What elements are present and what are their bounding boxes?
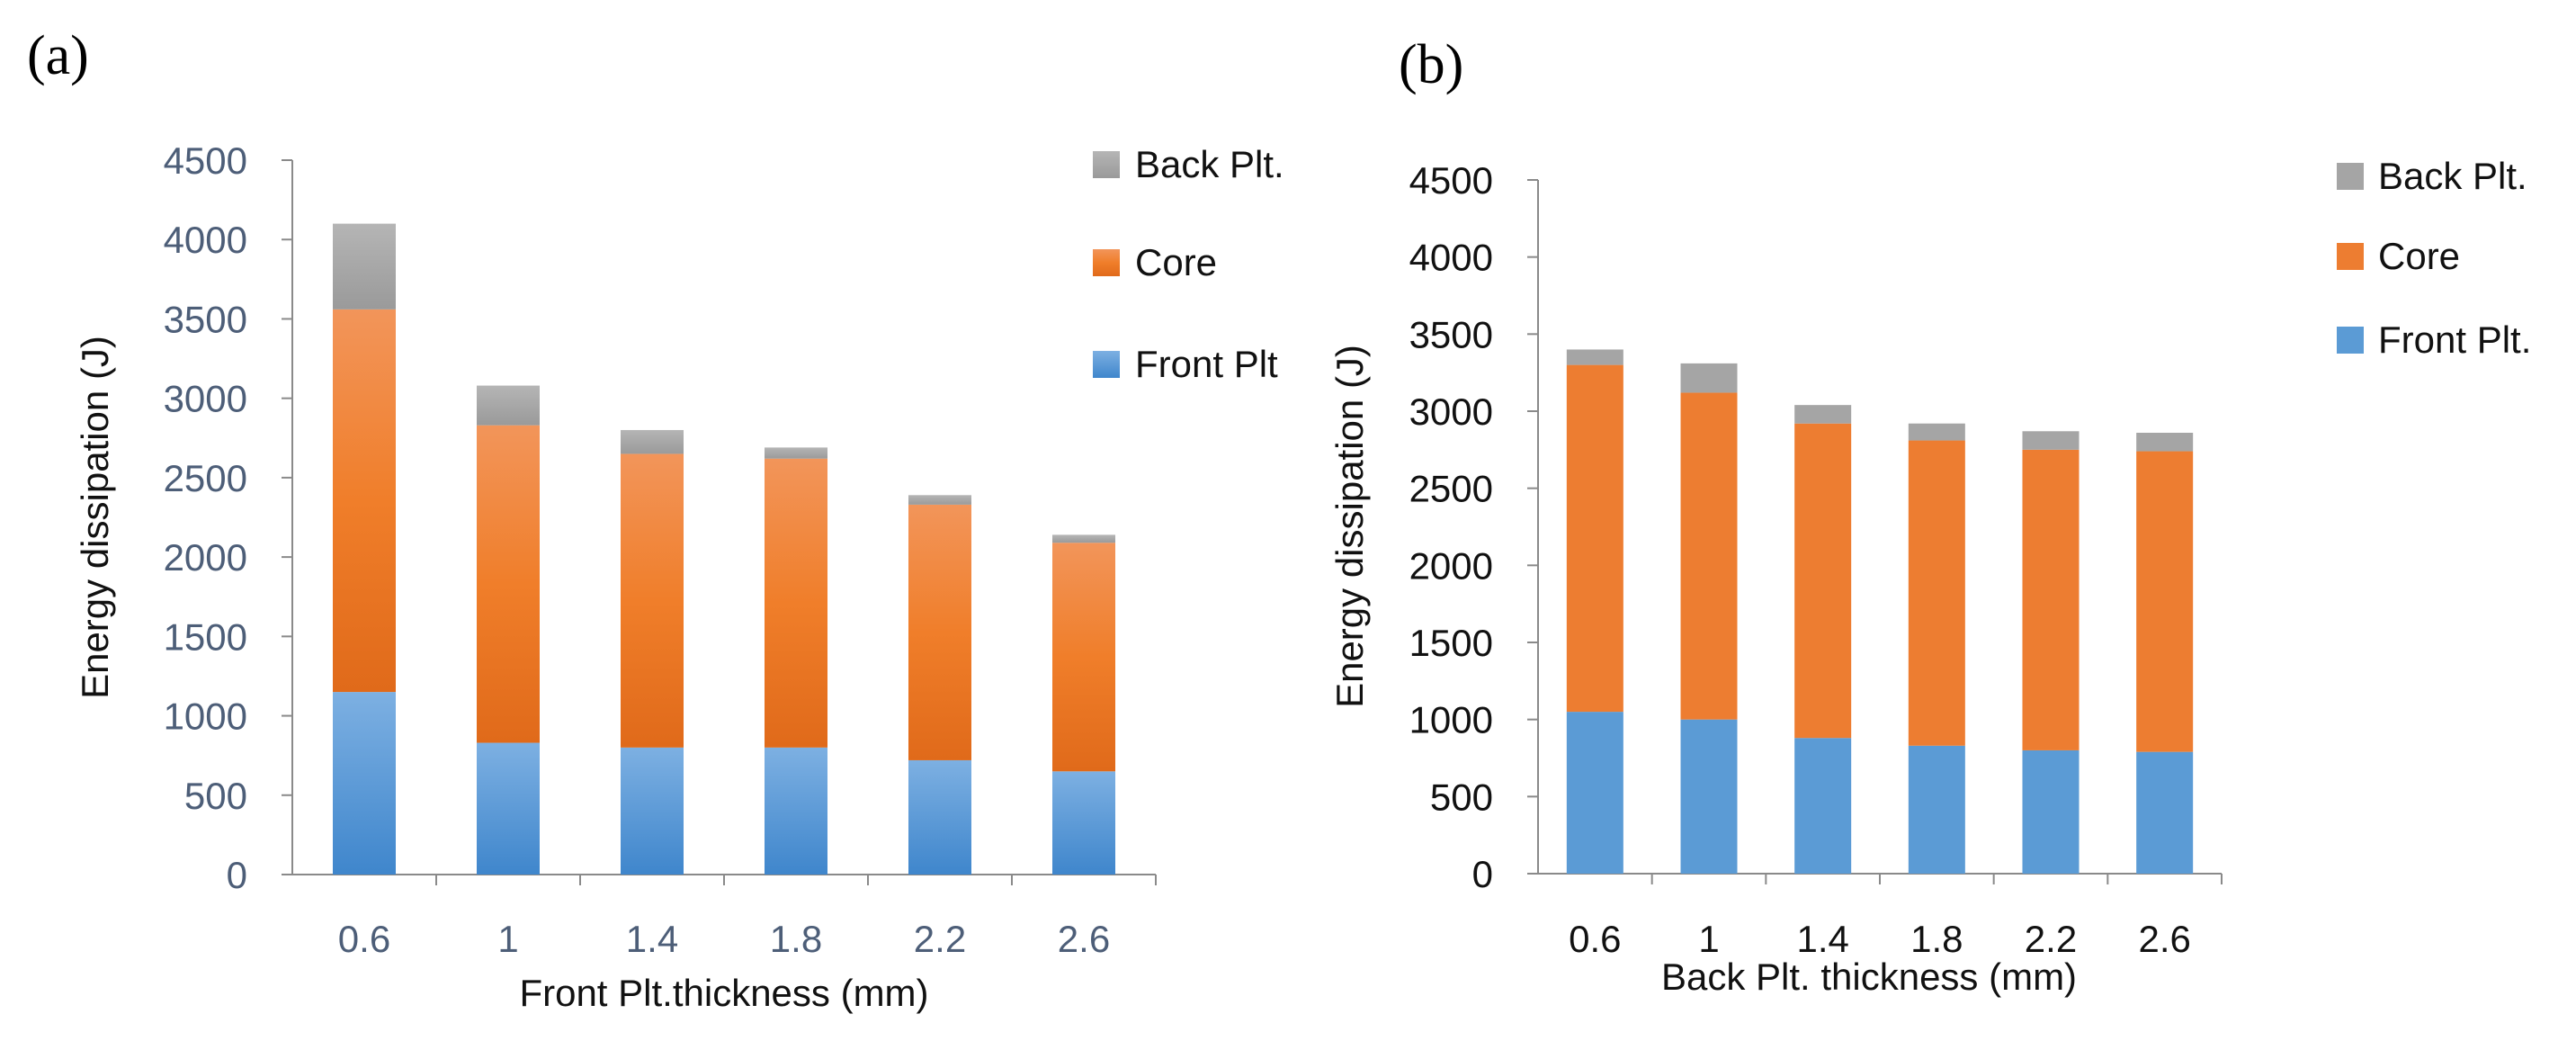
bar-segment-back-plt-0 bbox=[1566, 349, 1623, 365]
x-tick-label: 2.6 bbox=[1058, 918, 1110, 960]
x-tick-label: 2.6 bbox=[2138, 918, 2190, 960]
bar-segment-back-plt-5 bbox=[2136, 432, 2194, 452]
y-tick-label: 3500 bbox=[1409, 313, 1493, 355]
x-axis-title: Front Plt.thickness (mm) bbox=[519, 972, 928, 1014]
y-tick-label: 3000 bbox=[164, 378, 247, 420]
panel-label: (a) bbox=[27, 25, 89, 86]
bar-segment-back-plt-4 bbox=[908, 495, 971, 505]
y-tick-label: 1000 bbox=[164, 695, 247, 738]
x-tick-label: 0.6 bbox=[1569, 918, 1621, 960]
chart-panel-a: (a) 0 500 1000 1500 2000 2500 3000 3500 4000 4500 0… bbox=[27, 25, 1284, 1014]
bar-segment-core-4 bbox=[908, 504, 971, 760]
x-tick-label: 2.2 bbox=[2025, 918, 2077, 960]
bar-segment-core-5 bbox=[1052, 543, 1115, 772]
y-tick-label: 500 bbox=[184, 775, 247, 817]
x-tick-label: 0.6 bbox=[338, 918, 390, 960]
bar-segment-core-2 bbox=[621, 453, 684, 748]
bar-segment-back-plt-4 bbox=[2022, 431, 2080, 450]
x-tick-label: 1.8 bbox=[1910, 918, 1963, 960]
bar-segment-front-plt-5 bbox=[1052, 771, 1115, 875]
y-tick-label: 2000 bbox=[1409, 544, 1493, 587]
bar-segment-front-plt-2 bbox=[1794, 738, 1852, 874]
panel-label: (b) bbox=[1399, 34, 1463, 95]
y-tick-label: 3500 bbox=[164, 298, 247, 340]
y-tick-label: 2500 bbox=[1409, 468, 1493, 510]
bar-segment-front-plt-0 bbox=[1566, 712, 1623, 874]
bar-segment-back-plt-3 bbox=[1908, 423, 1965, 441]
bar-segment-front-plt-1 bbox=[477, 742, 540, 875]
x-tick-label: 1 bbox=[1698, 918, 1719, 960]
y-tick-label: 4500 bbox=[164, 139, 247, 182]
bar-segment-back-plt-1 bbox=[1680, 363, 1738, 393]
bar-segment-core-3 bbox=[1908, 440, 1965, 746]
bar-segment-front-plt-0 bbox=[333, 692, 396, 875]
y-tick-label: 0 bbox=[227, 854, 247, 896]
bar-segment-front-plt-4 bbox=[908, 759, 971, 875]
bar-segment-front-plt-2 bbox=[621, 747, 684, 875]
bar-segment-front-plt-1 bbox=[1680, 719, 1738, 874]
x-tick-label: 1.8 bbox=[770, 918, 822, 960]
bar-segment-core-5 bbox=[2136, 451, 2194, 752]
legend-swatch bbox=[1093, 151, 1120, 178]
y-axis-title: Energy dissipation (J) bbox=[1328, 345, 1371, 708]
bar-segment-core-3 bbox=[765, 458, 827, 748]
legend-swatch bbox=[2337, 243, 2364, 270]
bar-segment-core-0 bbox=[333, 309, 396, 693]
y-tick-label: 4500 bbox=[1409, 159, 1493, 202]
y-tick-label: 0 bbox=[1472, 853, 1493, 895]
bar-segment-back-plt-5 bbox=[1052, 534, 1115, 543]
x-tick-label: 1.4 bbox=[626, 918, 678, 960]
y-axis-title: Energy dissipation (J) bbox=[74, 336, 116, 699]
bar-segment-front-plt-5 bbox=[2136, 751, 2194, 874]
bar-segment-back-plt-0 bbox=[333, 223, 396, 310]
bar-segment-front-plt-3 bbox=[1908, 745, 1965, 874]
bar-segment-core-0 bbox=[1566, 364, 1623, 713]
y-tick-label: 1500 bbox=[1409, 622, 1493, 664]
legend-swatch bbox=[1093, 249, 1120, 276]
legend-label: Front Plt. bbox=[2378, 319, 2531, 361]
legend-label: Back Plt. bbox=[1135, 143, 1284, 185]
legend-label: Front Plt bbox=[1135, 343, 1278, 385]
legend-label: Core bbox=[1135, 241, 1217, 283]
legend-swatch bbox=[1093, 351, 1120, 378]
legend-label: Core bbox=[2378, 235, 2460, 277]
bar-segment-front-plt-3 bbox=[765, 747, 827, 875]
bar-segment-back-plt-1 bbox=[477, 385, 540, 426]
bar-segment-back-plt-2 bbox=[621, 429, 684, 454]
y-tick-label: 4000 bbox=[164, 219, 247, 261]
x-tick-label: 1 bbox=[497, 918, 518, 960]
y-tick-label: 2000 bbox=[164, 536, 247, 579]
x-tick-label: 1.4 bbox=[1796, 918, 1848, 960]
bar-segment-back-plt-2 bbox=[1794, 405, 1852, 424]
chart-panel-b: (b) 0 500 1000 1500 2000 2500 3000 3500 4000 4500 0… bbox=[1328, 34, 2531, 998]
legend-label: Back Plt. bbox=[2378, 155, 2527, 197]
y-tick-label: 4000 bbox=[1409, 237, 1493, 279]
y-tick-label: 3000 bbox=[1409, 390, 1493, 433]
bar-segment-core-2 bbox=[1794, 423, 1852, 739]
bar-segment-core-1 bbox=[477, 425, 540, 743]
bar-segment-core-4 bbox=[2022, 449, 2080, 750]
y-tick-label: 500 bbox=[1430, 776, 1493, 818]
y-tick-label: 1500 bbox=[164, 615, 247, 658]
bar-segment-core-1 bbox=[1680, 392, 1738, 720]
y-tick-label: 1000 bbox=[1409, 699, 1493, 741]
x-axis-title: Back Plt. thickness (mm) bbox=[1661, 956, 2077, 998]
bar-segment-back-plt-3 bbox=[765, 447, 827, 459]
y-tick-label: 2500 bbox=[164, 457, 247, 499]
legend-swatch bbox=[2337, 327, 2364, 354]
x-tick-label: 2.2 bbox=[914, 918, 966, 960]
legend-swatch bbox=[2337, 163, 2364, 190]
bar-segment-front-plt-4 bbox=[2022, 749, 2080, 874]
